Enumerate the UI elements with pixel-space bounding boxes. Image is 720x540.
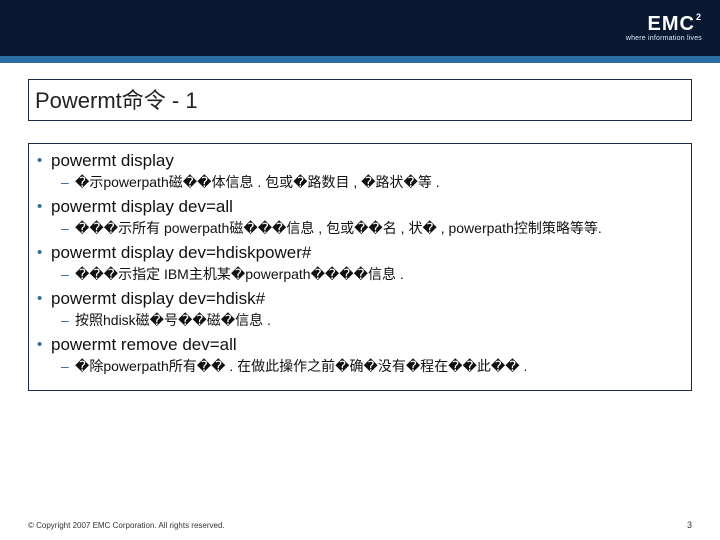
item-head: • powermt display dev=all [37,196,683,218]
item-title: powermt display dev=hdiskpower# [51,242,311,264]
list-item: • powermt remove dev=all – �除powerpath所有… [37,334,683,376]
item-desc-row: – �示powerpath磁��体信息 . 包或�路数目 , �路状�等 . [37,173,683,192]
item-title: powermt display dev=hdisk# [51,288,265,310]
title-box: Powermt命令 - 1 [28,79,692,121]
item-desc-row: – 按照hdisk磁�号��磁�信息 . [37,311,683,330]
item-desc: ���示指定 IBM主机某�powerpath����信息 . [75,265,404,284]
list-item: • powermt display dev=hdiskpower# – ���示… [37,242,683,284]
logo-main: EMC 2 [648,14,702,34]
item-desc: �除powerpath所有�� . 在做此操作之前�确�没有�程在��此�� . [75,357,527,376]
dash-icon: – [61,311,75,330]
item-desc-row: – �除powerpath所有�� . 在做此操作之前�确�没有�程在��此��… [37,357,683,376]
copyright: © Copyright 2007 EMC Corporation. All ri… [28,521,225,530]
item-title: powermt display [51,150,174,172]
header-accent-line [0,56,720,63]
bullet-icon: • [37,196,51,218]
bullet-icon: • [37,242,51,264]
list-item: • powermt display dev=all – ���示所有 power… [37,196,683,238]
logo-text: EMC [648,14,695,34]
item-title: powermt remove dev=all [51,334,237,356]
item-title: powermt display dev=all [51,196,233,218]
page-number: 3 [687,520,692,530]
item-head: • powermt display dev=hdisk# [37,288,683,310]
dash-icon: – [61,219,75,238]
bullet-icon: • [37,150,51,172]
logo-superscript: 2 [696,13,702,22]
item-head: • powermt display dev=hdiskpower# [37,242,683,264]
dash-icon: – [61,173,75,192]
item-desc-row: – ���示指定 IBM主机某�powerpath����信息 . [37,265,683,284]
dash-icon: – [61,357,75,376]
emc-logo: EMC 2 where information lives [626,14,702,42]
item-head: • powermt remove dev=all [37,334,683,356]
logo-tagline: where information lives [626,35,702,42]
slide: EMC 2 where information lives Powermt命令 … [0,0,720,540]
item-head: • powermt display [37,150,683,172]
slide-header: EMC 2 where information lives [0,0,720,63]
item-desc: �示powerpath磁��体信息 . 包或�路数目 , �路状�等 . [75,173,440,192]
content-box: • powermt display – �示powerpath磁��体信息 . … [28,143,692,391]
header-top: EMC 2 where information lives [0,0,720,56]
item-desc: 按照hdisk磁�号��磁�信息 . [75,311,271,330]
bullet-icon: • [37,288,51,310]
footer: © Copyright 2007 EMC Corporation. All ri… [28,520,692,530]
item-desc-row: – ���示所有 powerpath磁���信息 , 包或��名 , 状� , … [37,219,683,238]
bullet-icon: • [37,334,51,356]
list-item: • powermt display – �示powerpath磁��体信息 . … [37,150,683,192]
list-item: • powermt display dev=hdisk# – 按照hdisk磁�… [37,288,683,330]
item-desc: ���示所有 powerpath磁���信息 , 包或��名 , 状� , po… [75,219,602,238]
dash-icon: – [61,265,75,284]
page-title: Powermt命令 - 1 [35,83,685,115]
